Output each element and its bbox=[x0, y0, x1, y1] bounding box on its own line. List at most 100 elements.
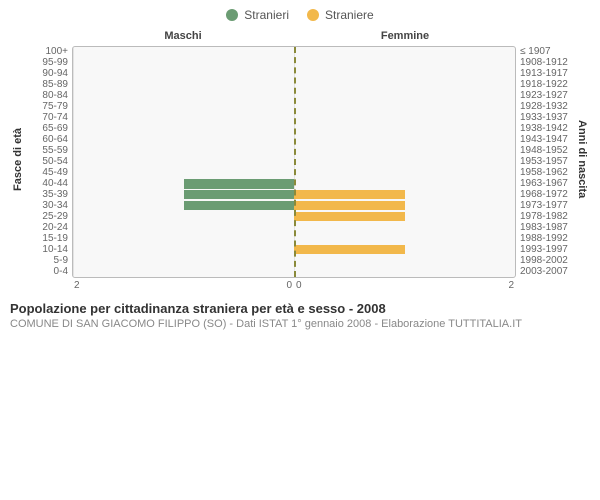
bar-female bbox=[294, 212, 405, 221]
bar-row bbox=[294, 47, 515, 58]
bars-female bbox=[294, 47, 515, 277]
birth-tick: 1973-1977 bbox=[516, 200, 574, 211]
bar-male bbox=[184, 190, 295, 199]
age-tick: 30-34 bbox=[26, 200, 72, 211]
y-axis-title-left: Fasce di età bbox=[10, 28, 26, 291]
x-tick: 2 bbox=[508, 280, 514, 291]
x-tick: 2 bbox=[74, 280, 80, 291]
age-tick: 5-9 bbox=[26, 255, 72, 266]
age-tick: 75-79 bbox=[26, 101, 72, 112]
y-axis-title-right: Anni di nascita bbox=[574, 28, 590, 291]
header-female: Femmine bbox=[294, 28, 516, 46]
bar-row bbox=[73, 211, 294, 222]
bar-row bbox=[294, 255, 515, 266]
side-headers: Maschi Femmine bbox=[72, 28, 516, 46]
caption-subtitle: COMUNE DI SAN GIACOMO FILIPPO (SO) - Dat… bbox=[10, 318, 590, 330]
plot-left-half bbox=[73, 47, 294, 277]
legend-swatch bbox=[226, 9, 238, 21]
age-tick: 90-94 bbox=[26, 68, 72, 79]
legend: Stranieri Straniere bbox=[10, 8, 590, 22]
y-axis-left: 100+95-9990-9485-8980-8475-7970-7465-696… bbox=[26, 28, 72, 291]
age-tick: 55-59 bbox=[26, 145, 72, 156]
age-tick: 35-39 bbox=[26, 189, 72, 200]
bar-row bbox=[73, 222, 294, 233]
age-tick: 100+ bbox=[26, 46, 72, 57]
chart-body: Fasce di età 100+95-9990-9485-8980-8475-… bbox=[10, 28, 590, 291]
x-tick: 0 bbox=[286, 280, 292, 291]
birth-tick: 1943-1947 bbox=[516, 134, 574, 145]
bar-row bbox=[294, 157, 515, 168]
birth-tick: 1998-2002 bbox=[516, 255, 574, 266]
legend-item: Straniere bbox=[307, 8, 374, 22]
bar-row bbox=[73, 189, 294, 200]
bar-row bbox=[73, 58, 294, 69]
birth-tick: 1958-1962 bbox=[516, 167, 574, 178]
bar-row bbox=[294, 222, 515, 233]
age-tick: 0-4 bbox=[26, 266, 72, 277]
bar-row bbox=[294, 146, 515, 157]
bar-row bbox=[73, 157, 294, 168]
age-tick: 80-84 bbox=[26, 90, 72, 101]
bar-row bbox=[294, 200, 515, 211]
caption-title: Popolazione per cittadinanza straniera p… bbox=[10, 301, 590, 316]
bar-female bbox=[294, 245, 405, 254]
bar-row bbox=[294, 124, 515, 135]
birth-tick: 1948-1952 bbox=[516, 145, 574, 156]
bar-male bbox=[184, 201, 295, 210]
legend-label: Stranieri bbox=[244, 8, 289, 22]
bar-row bbox=[73, 135, 294, 146]
bars-male bbox=[73, 47, 294, 277]
x-axis: 20 02 bbox=[72, 278, 516, 291]
x-axis-left: 20 bbox=[72, 278, 294, 291]
birth-tick: 1968-1972 bbox=[516, 189, 574, 200]
bar-row bbox=[294, 80, 515, 91]
bar-row bbox=[73, 124, 294, 135]
birth-tick: 1918-1922 bbox=[516, 79, 574, 90]
chart-container: Stranieri Straniere Fasce di età 100+95-9… bbox=[0, 0, 600, 336]
age-tick: 50-54 bbox=[26, 156, 72, 167]
bar-row bbox=[294, 178, 515, 189]
bar-row bbox=[294, 233, 515, 244]
bar-row bbox=[73, 178, 294, 189]
birth-tick: 1938-1942 bbox=[516, 123, 574, 134]
bar-row bbox=[73, 91, 294, 102]
birth-tick: ≤ 1907 bbox=[516, 46, 574, 57]
legend-label: Straniere bbox=[325, 8, 374, 22]
bar-row bbox=[73, 233, 294, 244]
gridline bbox=[73, 47, 74, 277]
bar-row bbox=[294, 211, 515, 222]
bar-row bbox=[73, 80, 294, 91]
birth-tick: 1963-1967 bbox=[516, 178, 574, 189]
bar-male bbox=[184, 179, 295, 188]
center-divider bbox=[294, 47, 296, 277]
bar-row bbox=[73, 244, 294, 255]
age-tick: 65-69 bbox=[26, 123, 72, 134]
y-axis-title-right-text: Anni di nascita bbox=[576, 120, 588, 198]
age-tick: 60-64 bbox=[26, 134, 72, 145]
birth-tick: 1928-1932 bbox=[516, 101, 574, 112]
bar-row bbox=[73, 146, 294, 157]
bar-row bbox=[73, 200, 294, 211]
gridline bbox=[515, 47, 516, 277]
birth-tick: 1983-1987 bbox=[516, 222, 574, 233]
bar-row bbox=[73, 167, 294, 178]
x-axis-right: 02 bbox=[294, 278, 516, 291]
birth-tick: 1988-1992 bbox=[516, 233, 574, 244]
bar-row bbox=[294, 113, 515, 124]
bar-row bbox=[294, 69, 515, 80]
bar-row bbox=[294, 135, 515, 146]
birth-tick: 1908-1912 bbox=[516, 57, 574, 68]
age-tick: 95-99 bbox=[26, 57, 72, 68]
y-axis-title-left-text: Fasce di età bbox=[12, 128, 24, 191]
bar-row bbox=[73, 102, 294, 113]
x-tick: 0 bbox=[296, 280, 302, 291]
bar-row bbox=[294, 244, 515, 255]
bar-row bbox=[294, 266, 515, 277]
legend-swatch bbox=[307, 9, 319, 21]
bar-row bbox=[294, 58, 515, 69]
bar-row bbox=[73, 69, 294, 80]
age-tick: 85-89 bbox=[26, 79, 72, 90]
age-tick: 70-74 bbox=[26, 112, 72, 123]
birth-tick: 1933-1937 bbox=[516, 112, 574, 123]
bar-row bbox=[294, 189, 515, 200]
